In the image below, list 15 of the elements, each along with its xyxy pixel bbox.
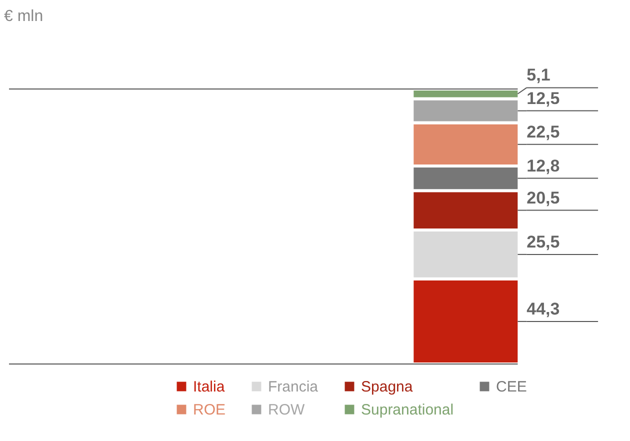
data-label: 5,1	[526, 66, 550, 85]
legend-label: Italia	[193, 378, 226, 396]
legend-label: Spagna	[361, 378, 414, 396]
data-label: 44,3	[526, 299, 560, 318]
data-label: 25,5	[526, 232, 560, 252]
legend-label: ROW	[268, 402, 306, 418]
data-label: 22,5	[526, 122, 560, 142]
data-label: 20,5	[526, 188, 560, 208]
data-label: 12,5	[526, 88, 560, 108]
legend-label: Supranational	[361, 402, 454, 418]
text: € mln	[4, 8, 44, 25]
legend-label: Francia	[268, 378, 319, 396]
data-label: 12,8	[526, 156, 560, 176]
legend-label: CEE	[496, 378, 527, 396]
legend-label: ROE	[193, 402, 226, 418]
